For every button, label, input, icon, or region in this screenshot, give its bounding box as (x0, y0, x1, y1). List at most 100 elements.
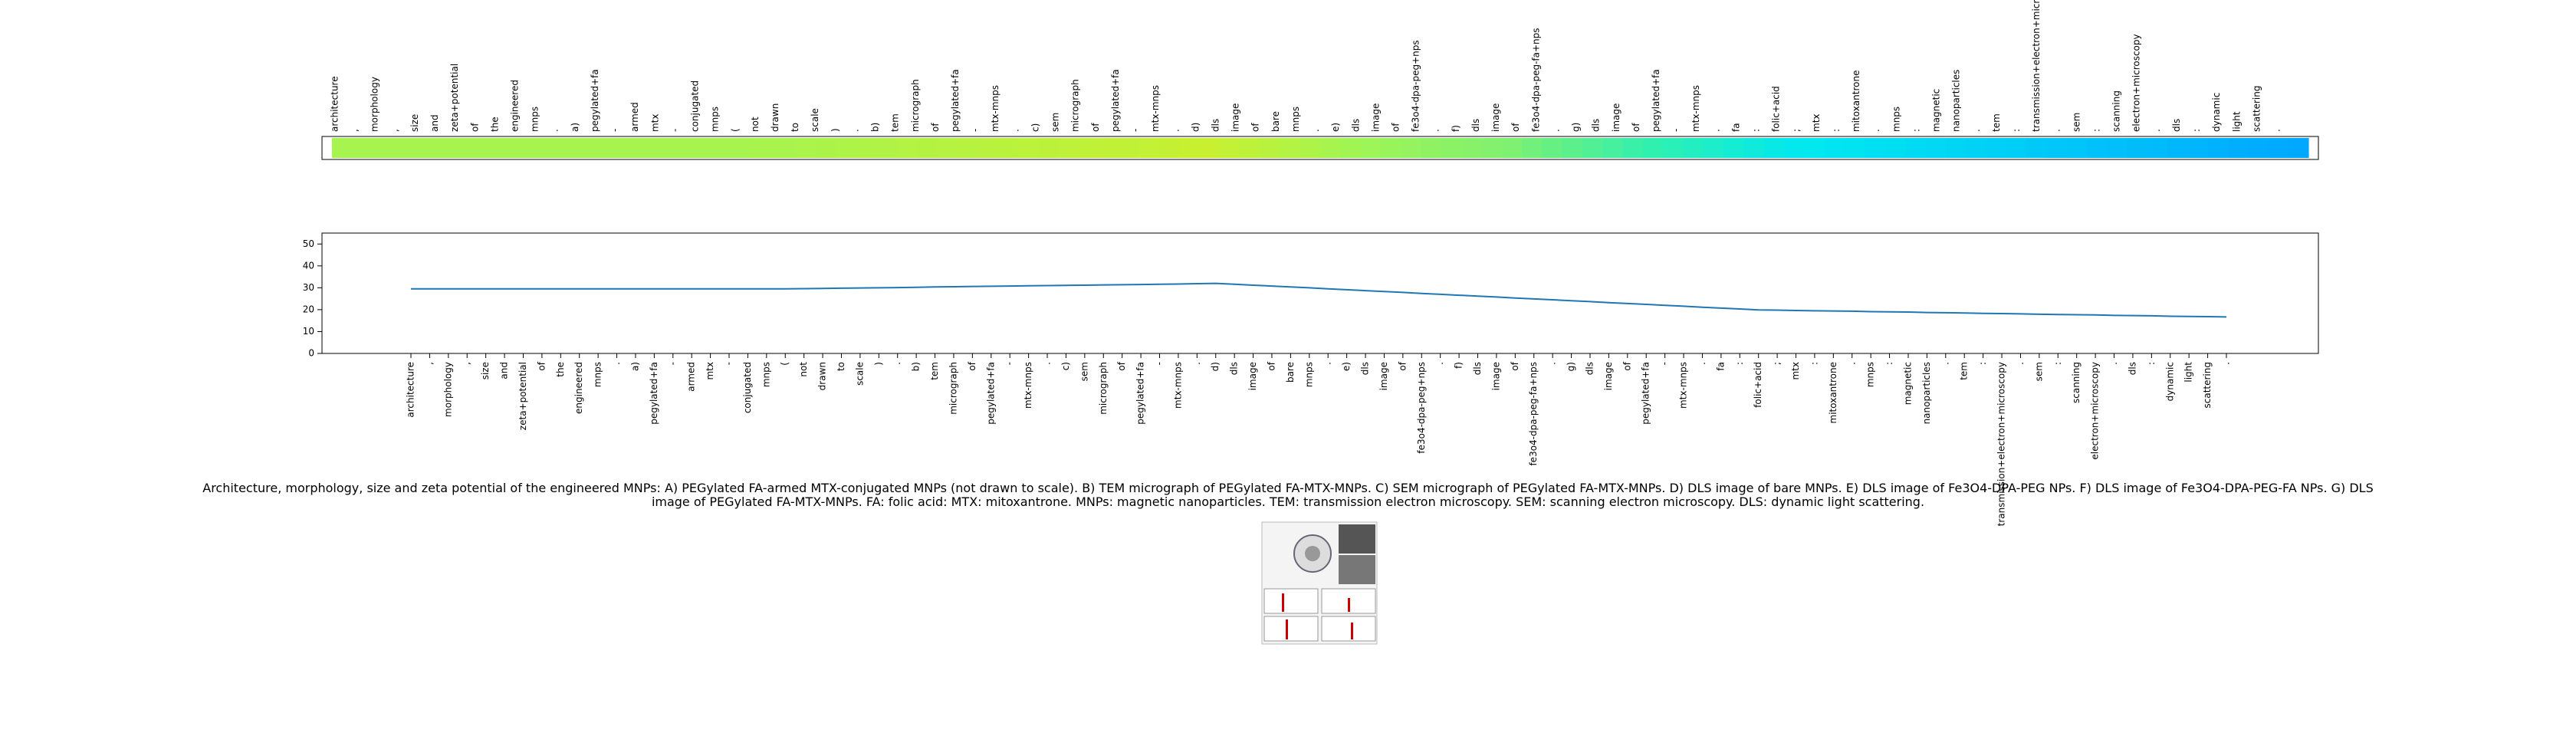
color-cell (1078, 138, 1099, 158)
top-token-label: size (409, 114, 420, 132)
top-token-label: dls (1210, 119, 1221, 132)
top-token-label: ) (830, 128, 840, 132)
top-token-label: sem (2071, 113, 2082, 132)
x-token-label: . (2108, 362, 2119, 365)
color-cell (2086, 138, 2108, 158)
x-token-label: mnps (593, 362, 603, 387)
color-cell (1178, 138, 1200, 158)
color-cell (332, 138, 353, 158)
top-token-label: : (2191, 129, 2202, 132)
x-token-label: of (1397, 361, 1408, 370)
x-token-label: dls (1472, 362, 1483, 375)
top-token-label: zeta+potential (449, 64, 460, 132)
color-cell (432, 138, 454, 158)
color-cell (1824, 138, 1845, 158)
x-token-label: - (1004, 362, 1015, 365)
top-token-label: d) (1190, 123, 1201, 132)
top-token-label: mtx (1811, 114, 1822, 133)
top-token-label: : (1911, 129, 1921, 132)
color-cell (1441, 138, 1462, 158)
top-token-label: - (970, 129, 981, 132)
color-cell (392, 138, 413, 158)
top-token-label: pegylated+fa (950, 69, 961, 132)
x-token-label: armed (686, 362, 697, 392)
top-token-label: mitoxantrone (1851, 71, 1861, 132)
color-cell (2127, 138, 2148, 158)
x-token-label: mnps (1303, 362, 1314, 387)
color-cell (2046, 138, 2067, 158)
color-cell (1582, 138, 1603, 158)
x-token-label: morphology (442, 362, 453, 417)
top-token-label: sem (1050, 113, 1061, 132)
color-cell (775, 138, 797, 158)
x-token-label: dls (2127, 362, 2137, 375)
top-token-label: dls (1470, 119, 1481, 132)
color-cell (473, 138, 495, 158)
color-cell (1158, 138, 1180, 158)
top-token-label: pegylated+fa (1110, 69, 1121, 132)
color-cell (1118, 138, 1139, 158)
x-token-label: of (536, 361, 547, 370)
color-cell (1481, 138, 1503, 158)
top-token-label: mnps (530, 107, 540, 132)
x-token-label: the (555, 362, 566, 377)
top-token-label: electron+microscopy (2131, 34, 2142, 132)
top-token-label: . (1971, 129, 1982, 132)
top-token-label: fe3o4-dpa-peg+nps (1411, 40, 1421, 132)
top-token-label: dls (1350, 119, 1361, 132)
color-cell (1703, 138, 1724, 158)
color-cell (937, 138, 958, 158)
top-token-label: . (550, 129, 560, 132)
color-cell (1421, 138, 1442, 158)
y-tick-label: 20 (303, 304, 314, 314)
color-cell (2227, 138, 2249, 158)
color-cell (977, 138, 998, 158)
x-token-label: : (2146, 362, 2157, 365)
y-tick-label: 0 (308, 348, 314, 359)
caption: Architecture, morphology, size and zeta … (202, 481, 2374, 509)
x-token-label: scale (854, 362, 865, 386)
x-token-label: dls (1584, 362, 1595, 375)
color-cell (452, 138, 474, 158)
color-cell (715, 138, 736, 158)
top-token-label: pegylated+fa (590, 69, 600, 132)
top-token-label: not (750, 117, 761, 132)
top-token-label: . (1431, 129, 1441, 132)
x-token-label: sem (2033, 362, 2044, 381)
color-cell (534, 138, 554, 158)
color-cell (997, 138, 1019, 158)
color-cell (1542, 138, 1563, 158)
color-cell (735, 138, 757, 158)
x-token-label: a) (629, 362, 640, 371)
x-token-label: : (1884, 362, 1894, 365)
x-token-label: ) (873, 362, 884, 366)
x-token-label: not (798, 362, 809, 377)
x-token-label: mtx-mnps (1023, 362, 1033, 409)
x-token-label: mtx (1790, 362, 1801, 380)
x-token-label: . (1547, 362, 1558, 365)
x-token-label: fe3o4-dpa-peg+nps (1416, 362, 1427, 454)
color-cell (876, 138, 898, 158)
x-token-label: . (1940, 362, 1950, 365)
color-cell (1965, 138, 1986, 158)
color-cell (1199, 138, 1221, 158)
top-token-label: b) (870, 123, 881, 132)
x-token-label: bare (1285, 362, 1296, 383)
x-token-label: mnps (761, 362, 771, 387)
x-token-label: - (667, 362, 678, 365)
top-token-label: : (2091, 129, 2101, 132)
x-token-label: e) (1341, 362, 1352, 371)
top-token-label: image (1230, 104, 1241, 132)
top-token-label: magnetic (1931, 89, 1942, 132)
top-token-label: . (2151, 129, 2162, 132)
top-token-label: image (1370, 104, 1381, 132)
color-cell (1683, 138, 1704, 158)
x-token-label: - (1154, 362, 1165, 365)
x-token-label: image (1603, 362, 1614, 390)
x-token-label: ( (780, 362, 790, 366)
color-cell (1360, 138, 1382, 158)
color-cell (352, 138, 373, 158)
top-token-label: of (1391, 123, 1401, 132)
color-cell (2288, 138, 2309, 158)
